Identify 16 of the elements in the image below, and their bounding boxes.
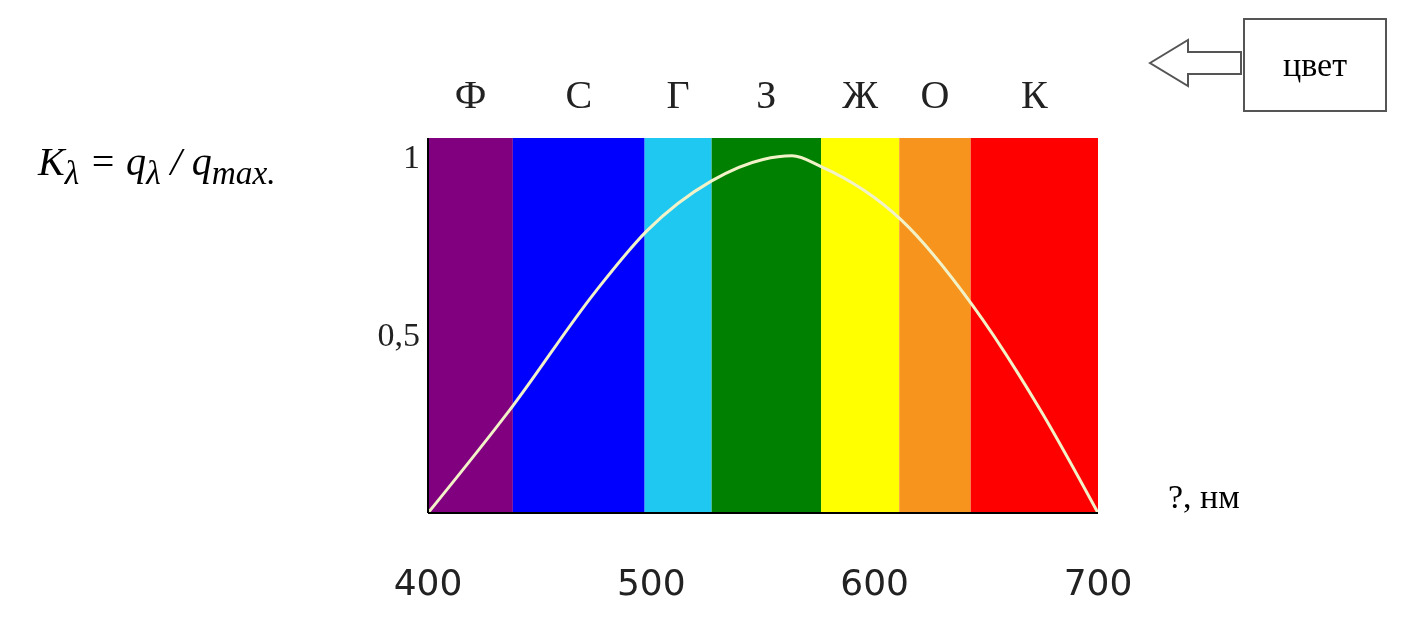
band-label: Ж bbox=[842, 72, 879, 117]
x-axis-title: ?, нм bbox=[1168, 478, 1240, 516]
band-label: К bbox=[1021, 72, 1049, 117]
y-axis-title: K$_{λ}$ = q$_{λ}$ / q$_{max.}$ bbox=[38, 138, 276, 192]
band-label: Ф bbox=[454, 72, 487, 117]
band-label: З bbox=[756, 72, 777, 117]
x-tick-label: 700 bbox=[1063, 561, 1133, 603]
band-label: Г bbox=[666, 72, 690, 117]
x-tick-label: 400 bbox=[393, 561, 463, 603]
y-tick-label: 0,5 bbox=[377, 316, 420, 354]
band-label: О bbox=[920, 72, 950, 117]
x-tick-label: 500 bbox=[616, 561, 686, 603]
x-tick-label: 600 bbox=[840, 561, 910, 603]
text: цвет bbox=[1243, 18, 1387, 112]
band-label: С bbox=[565, 72, 593, 117]
y-tick-label: 1 bbox=[403, 137, 420, 175]
